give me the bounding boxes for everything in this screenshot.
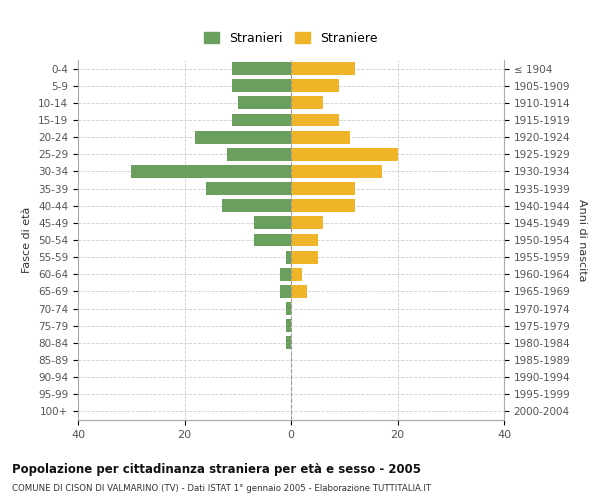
Bar — [280, 268, 291, 280]
Y-axis label: Fasce di età: Fasce di età — [22, 207, 32, 273]
Bar — [291, 114, 339, 126]
Bar — [227, 148, 291, 160]
Bar — [238, 96, 291, 110]
Bar — [291, 285, 307, 298]
Bar — [280, 285, 291, 298]
Bar — [286, 250, 291, 264]
Bar — [291, 96, 323, 110]
Bar — [291, 62, 355, 75]
Bar — [286, 336, 291, 349]
Bar — [291, 216, 323, 230]
Bar — [232, 80, 291, 92]
Bar — [291, 268, 302, 280]
Bar — [291, 250, 317, 264]
Bar — [254, 216, 291, 230]
Bar — [286, 302, 291, 315]
Bar — [206, 182, 291, 195]
Bar — [232, 114, 291, 126]
Bar — [291, 200, 355, 212]
Y-axis label: Anni di nascita: Anni di nascita — [577, 198, 587, 281]
Bar — [291, 182, 355, 195]
Bar — [254, 234, 291, 246]
Bar — [232, 62, 291, 75]
Bar — [291, 148, 398, 160]
Text: Popolazione per cittadinanza straniera per età e sesso - 2005: Popolazione per cittadinanza straniera p… — [12, 462, 421, 475]
Legend: Stranieri, Straniere: Stranieri, Straniere — [199, 26, 383, 50]
Bar — [291, 80, 339, 92]
Text: COMUNE DI CISON DI VALMARINO (TV) - Dati ISTAT 1° gennaio 2005 - Elaborazione TU: COMUNE DI CISON DI VALMARINO (TV) - Dati… — [12, 484, 431, 493]
Bar — [286, 320, 291, 332]
Bar — [131, 165, 291, 178]
Bar — [291, 234, 317, 246]
Bar — [291, 130, 350, 143]
Bar — [222, 200, 291, 212]
Bar — [195, 130, 291, 143]
Bar — [291, 165, 382, 178]
